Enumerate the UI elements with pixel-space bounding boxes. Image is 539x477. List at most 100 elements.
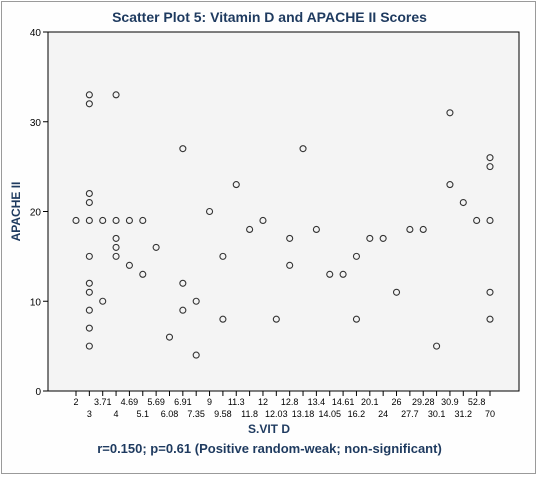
data-point <box>72 216 80 225</box>
x-tick-label: 4 <box>114 409 119 419</box>
x-tick-label: 6.08 <box>161 409 179 419</box>
data-point <box>179 145 187 153</box>
x-tick-label: 12.8 <box>281 397 299 407</box>
data-point <box>419 225 427 233</box>
data-point <box>406 225 414 233</box>
data-point <box>85 279 93 287</box>
x-tick-label: 16.2 <box>348 409 366 419</box>
data-point <box>486 163 494 171</box>
data-point <box>139 216 147 225</box>
y-axis-label: APACHE II <box>9 182 23 242</box>
data-point <box>125 216 133 225</box>
x-tick-label: 52.8 <box>468 397 486 407</box>
chart-caption: r=0.150; p=0.61 (Positive random-weak; n… <box>97 441 442 456</box>
data-point <box>486 315 494 323</box>
x-tick-label: 9.58 <box>214 409 232 419</box>
data-point <box>352 315 361 323</box>
data-point <box>299 145 307 153</box>
data-point <box>112 243 120 251</box>
x-tick-label: 5.69 <box>147 397 165 407</box>
data-point <box>446 109 454 117</box>
x-tick-label: 3.71 <box>94 397 112 407</box>
x-tick-label: 5.1 <box>137 409 150 419</box>
x-tick-label: 27.7 <box>401 409 419 419</box>
data-point <box>286 261 294 269</box>
data-point <box>85 342 93 350</box>
x-tick-label: 30.9 <box>441 397 459 407</box>
x-tick-label: 6.91 <box>174 397 192 407</box>
plot-area <box>47 31 520 392</box>
x-tick-label: 11.3 <box>228 397 245 407</box>
data-point <box>392 288 401 296</box>
x-tick-label: 14.61 <box>332 397 355 407</box>
data-point <box>85 91 93 99</box>
x-tick-label: 29.28 <box>412 397 435 407</box>
data-point <box>246 225 254 233</box>
data-point <box>486 288 494 296</box>
x-axis-label: S.VIT D <box>248 422 290 436</box>
data-point <box>286 234 294 242</box>
x-tick-label: 26 <box>392 397 402 407</box>
x-tick-label: 70 <box>485 409 495 419</box>
y-tick-label: 30 <box>30 118 42 129</box>
data-point <box>112 252 120 260</box>
data-point <box>179 279 187 287</box>
x-tick-label: 12 <box>258 397 268 407</box>
data-point <box>446 181 454 189</box>
data-point <box>112 216 120 225</box>
y-tick-label: 20 <box>30 208 42 219</box>
data-point <box>473 216 481 225</box>
x-tick-label: 4.69 <box>121 397 139 407</box>
data-point <box>112 234 120 242</box>
data-point <box>192 351 200 359</box>
x-tick-label: 12.03 <box>265 409 288 419</box>
y-tick-label: 40 <box>30 28 42 39</box>
data-point <box>219 252 227 260</box>
data-point <box>139 270 147 278</box>
x-tick-label: 31.2 <box>455 409 473 419</box>
data-point <box>486 154 494 162</box>
data-point <box>152 243 160 251</box>
x-tick-label: 13.4 <box>308 397 326 407</box>
data-point <box>99 216 107 225</box>
x-tick-label: 30.1 <box>428 409 446 419</box>
data-point <box>165 333 174 341</box>
data-point <box>352 252 361 260</box>
data-point <box>112 91 120 99</box>
data-point <box>205 207 214 216</box>
data-point <box>326 270 334 278</box>
data-point <box>366 234 374 242</box>
data-point <box>312 225 320 233</box>
data-point <box>85 324 93 332</box>
data-point <box>272 315 280 323</box>
data-point <box>259 216 267 225</box>
data-point <box>339 270 347 278</box>
x-tick-label: 2 <box>73 397 78 407</box>
x-tick-label: 9 <box>207 397 212 407</box>
data-point <box>85 198 93 207</box>
x-tick-label: 11.8 <box>241 409 258 419</box>
data-point <box>85 252 93 260</box>
data-point <box>85 100 93 108</box>
data-point <box>232 181 240 189</box>
data-point <box>486 216 494 225</box>
chart-title: Scatter Plot 5: Vitamin D and APACHE II … <box>112 9 427 25</box>
x-tick-label: 24 <box>378 409 388 419</box>
data-point <box>179 306 187 314</box>
data-point <box>125 261 133 269</box>
x-tick-label: 13.18 <box>292 409 315 419</box>
data-point <box>85 306 93 314</box>
data-point <box>219 315 227 323</box>
x-tick-label: 20.1 <box>361 397 379 407</box>
y-tick-label: 0 <box>35 387 41 398</box>
data-point <box>433 342 441 350</box>
data-point <box>379 234 387 242</box>
data-point <box>85 190 93 198</box>
data-point <box>85 216 93 225</box>
data-point <box>99 297 107 305</box>
y-tick-label: 10 <box>30 297 42 308</box>
data-point <box>85 288 93 296</box>
x-tick-label: 7.35 <box>187 409 205 419</box>
data-point <box>192 297 200 305</box>
